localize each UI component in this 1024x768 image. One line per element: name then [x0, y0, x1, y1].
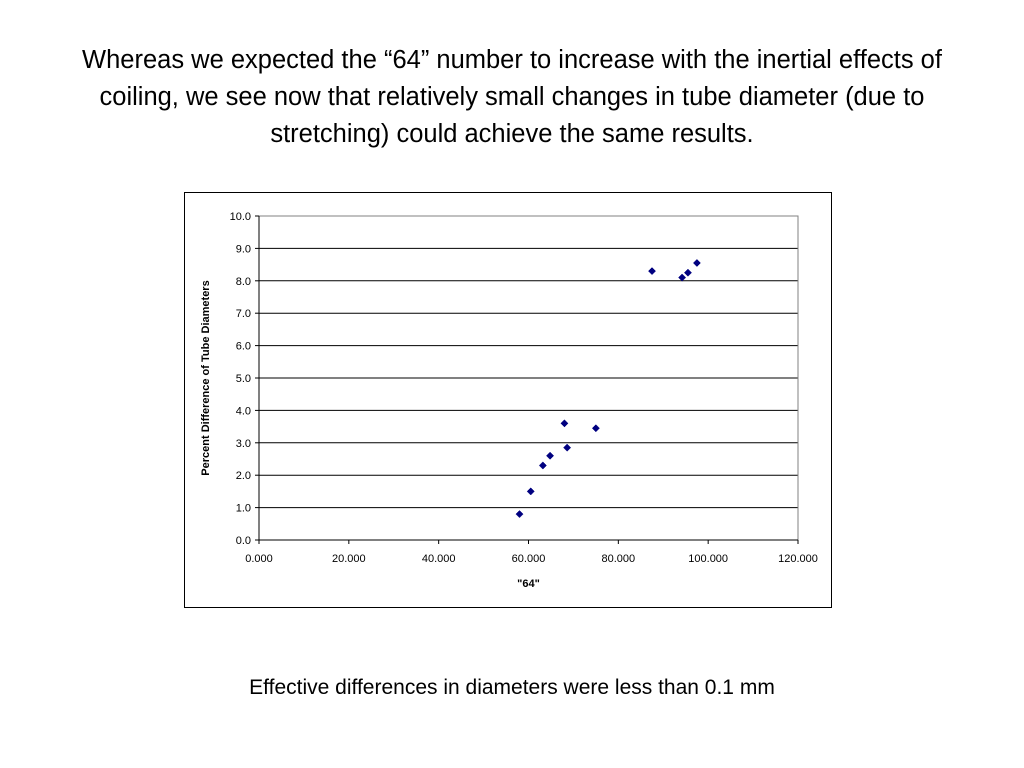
slide-footnote: Effective differences in diameters were … — [249, 676, 775, 699]
data-point — [684, 268, 692, 277]
y-tick-label: 2.0 — [236, 470, 251, 482]
chart-frame: 0.0 1.0 2.0 3.0 4.0 5.0 6.0 7.0 8.0 9.0 10.0 0.000 2… — [184, 192, 832, 608]
data-point — [692, 259, 701, 267]
x-tick-label: 0.000 — [245, 553, 273, 565]
scatter-chart: 0.0 1.0 2.0 3.0 4.0 5.0 6.0 7.0 8.0 9.0 10.0 0.000 2… — [200, 211, 818, 590]
x-tick-label: 100.000 — [688, 553, 728, 565]
slide-heading: Whereas we expected the “64” number to i… — [82, 46, 942, 148]
x-tick-label: 40.000 — [422, 553, 456, 565]
y-axis-title: Percent Difference of Tube Diameters — [200, 280, 212, 475]
y-tick-label: 0.0 — [236, 535, 251, 547]
x-axis-title: "64" — [517, 578, 540, 590]
y-tick-label: 10.0 — [230, 211, 251, 223]
data-point — [546, 451, 555, 460]
point-layer — [515, 259, 701, 519]
y-tick-label: 5.0 — [236, 373, 251, 385]
y-tick-label: 9.0 — [236, 243, 251, 255]
y-tick-label: 7.0 — [236, 308, 251, 320]
axis-layer — [255, 215, 799, 544]
data-point — [560, 419, 569, 428]
tick-label-layer: 0.0 1.0 2.0 3.0 4.0 5.0 6.0 7.0 8.0 9.0 10.0 0.000 2… — [230, 211, 818, 565]
data-point — [538, 461, 547, 470]
y-tick-label: 6.0 — [236, 341, 251, 353]
grid-layer — [259, 215, 798, 509]
data-point — [563, 443, 572, 452]
y-tick-label: 3.0 — [236, 438, 251, 450]
x-tick-label: 60.000 — [512, 553, 546, 565]
y-tick-label: 4.0 — [236, 405, 251, 417]
data-point — [591, 424, 600, 433]
data-point — [678, 273, 687, 282]
data-point — [648, 267, 656, 276]
x-tick-label: 20.000 — [332, 553, 366, 565]
x-tick-label: 80.000 — [602, 553, 636, 565]
y-tick-label: 1.0 — [236, 503, 251, 515]
y-tick-label: 8.0 — [236, 276, 251, 288]
data-point — [515, 510, 524, 519]
x-tick-label: 120.000 — [778, 553, 818, 565]
data-point — [526, 487, 535, 496]
